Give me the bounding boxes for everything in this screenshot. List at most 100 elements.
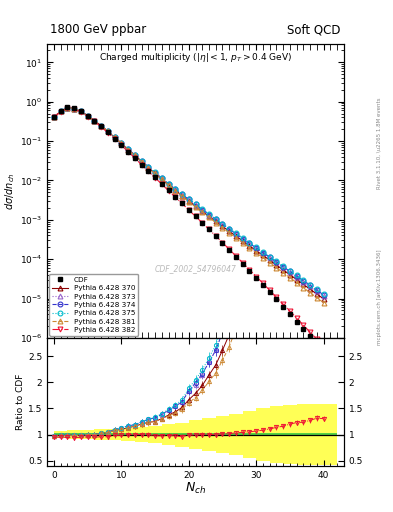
Pythia 6.428 373: [220, 221, 225, 227]
Pythia 6.428 381: [85, 113, 90, 119]
Pythia 6.428 373: [85, 113, 90, 119]
Pythia 6.428 382: [254, 273, 259, 280]
Pythia 6.428 381: [267, 260, 272, 266]
Pythia 6.428 370: [92, 118, 97, 124]
Pythia 6.428 382: [153, 175, 158, 181]
Pythia 6.428 374: [72, 105, 77, 112]
Pythia 6.428 374: [65, 104, 70, 111]
Pythia 6.428 373: [241, 236, 245, 242]
Pythia 6.428 374: [233, 231, 238, 237]
Pythia 6.428 381: [227, 230, 231, 236]
Pythia 6.428 382: [294, 315, 299, 321]
Pythia 6.428 381: [58, 108, 63, 114]
Pythia 6.428 373: [126, 146, 130, 152]
Pythia 6.428 375: [274, 258, 279, 264]
CDF: [288, 311, 292, 317]
CDF: [160, 181, 164, 187]
Pythia 6.428 381: [233, 234, 238, 241]
Pythia 6.428 370: [321, 296, 326, 302]
Pythia 6.428 382: [186, 207, 191, 213]
Pythia 6.428 381: [308, 290, 312, 296]
Legend: CDF, Pythia 6.428 370, Pythia 6.428 373, Pythia 6.428 374, Pythia 6.428 375, Pyt: CDF, Pythia 6.428 370, Pythia 6.428 373,…: [50, 274, 138, 336]
Line: Pythia 6.428 373: Pythia 6.428 373: [51, 105, 326, 298]
Pythia 6.428 374: [166, 181, 171, 187]
Pythia 6.428 370: [112, 134, 117, 140]
Text: Charged multiplicity ($|\eta| < 1$, $p_T > 0.4$ GeV): Charged multiplicity ($|\eta| < 1$, $p_T…: [99, 51, 292, 64]
Pythia 6.428 373: [254, 245, 259, 251]
Pythia 6.428 374: [207, 211, 211, 218]
CDF: [51, 114, 56, 120]
Pythia 6.428 382: [247, 267, 252, 273]
Pythia 6.428 381: [72, 105, 77, 112]
Pythia 6.428 375: [51, 114, 56, 120]
Pythia 6.428 374: [321, 292, 326, 298]
Pythia 6.428 381: [166, 182, 171, 188]
Pythia 6.428 373: [51, 114, 56, 120]
Pythia 6.428 374: [85, 113, 90, 119]
Pythia 6.428 374: [267, 254, 272, 260]
Pythia 6.428 374: [220, 221, 225, 227]
CDF: [274, 296, 279, 303]
Pythia 6.428 382: [274, 294, 279, 301]
Pythia 6.428 373: [166, 181, 171, 187]
Pythia 6.428 370: [166, 182, 171, 188]
Pythia 6.428 375: [321, 291, 326, 297]
Pythia 6.428 370: [207, 214, 211, 220]
CDF: [119, 142, 124, 148]
CDF: [139, 162, 144, 168]
Pythia 6.428 370: [119, 140, 124, 146]
Pythia 6.428 382: [213, 233, 218, 239]
Pythia 6.428 381: [153, 170, 158, 177]
Pythia 6.428 373: [294, 274, 299, 280]
Pythia 6.428 382: [288, 308, 292, 314]
Pythia 6.428 382: [65, 105, 70, 111]
Pythia 6.428 381: [126, 146, 130, 153]
Pythia 6.428 382: [193, 214, 198, 220]
CDF: [132, 155, 137, 161]
Pythia 6.428 381: [65, 104, 70, 111]
Pythia 6.428 375: [79, 108, 83, 114]
Pythia 6.428 374: [247, 240, 252, 246]
CDF: [126, 148, 130, 155]
Pythia 6.428 370: [72, 105, 77, 112]
Pythia 6.428 381: [254, 250, 259, 256]
Pythia 6.428 370: [213, 218, 218, 224]
Pythia 6.428 374: [173, 186, 178, 192]
Pythia 6.428 370: [241, 238, 245, 244]
CDF: [261, 282, 265, 288]
Pythia 6.428 375: [247, 240, 252, 246]
CDF: [294, 318, 299, 325]
Pythia 6.428 381: [51, 114, 56, 120]
Pythia 6.428 370: [233, 233, 238, 239]
Pythia 6.428 382: [207, 226, 211, 232]
Pythia 6.428 375: [99, 122, 103, 129]
Pythia 6.428 370: [274, 262, 279, 268]
Pythia 6.428 374: [241, 236, 245, 242]
Pythia 6.428 370: [180, 193, 184, 199]
Pythia 6.428 374: [254, 245, 259, 251]
Pythia 6.428 375: [92, 118, 97, 124]
Pythia 6.428 382: [314, 336, 319, 343]
Pythia 6.428 375: [112, 134, 117, 140]
Pythia 6.428 382: [173, 194, 178, 200]
Pythia 6.428 370: [247, 243, 252, 249]
Pythia 6.428 370: [65, 104, 70, 111]
Pythia 6.428 374: [261, 249, 265, 255]
Pythia 6.428 374: [126, 146, 130, 152]
Pythia 6.428 374: [132, 152, 137, 158]
Pythia 6.428 374: [314, 287, 319, 293]
Pythia 6.428 382: [72, 106, 77, 112]
CDF: [186, 207, 191, 213]
Pythia 6.428 381: [146, 165, 151, 171]
Pythia 6.428 370: [132, 153, 137, 159]
CDF: [301, 326, 306, 332]
Line: Pythia 6.428 375: Pythia 6.428 375: [51, 105, 326, 296]
Pythia 6.428 381: [160, 176, 164, 182]
Pythia 6.428 373: [227, 226, 231, 232]
Pythia 6.428 370: [308, 286, 312, 292]
Pythia 6.428 373: [314, 288, 319, 294]
CDF: [207, 226, 211, 232]
Pythia 6.428 374: [213, 217, 218, 223]
CDF: [314, 341, 319, 347]
Pythia 6.428 373: [193, 202, 198, 208]
